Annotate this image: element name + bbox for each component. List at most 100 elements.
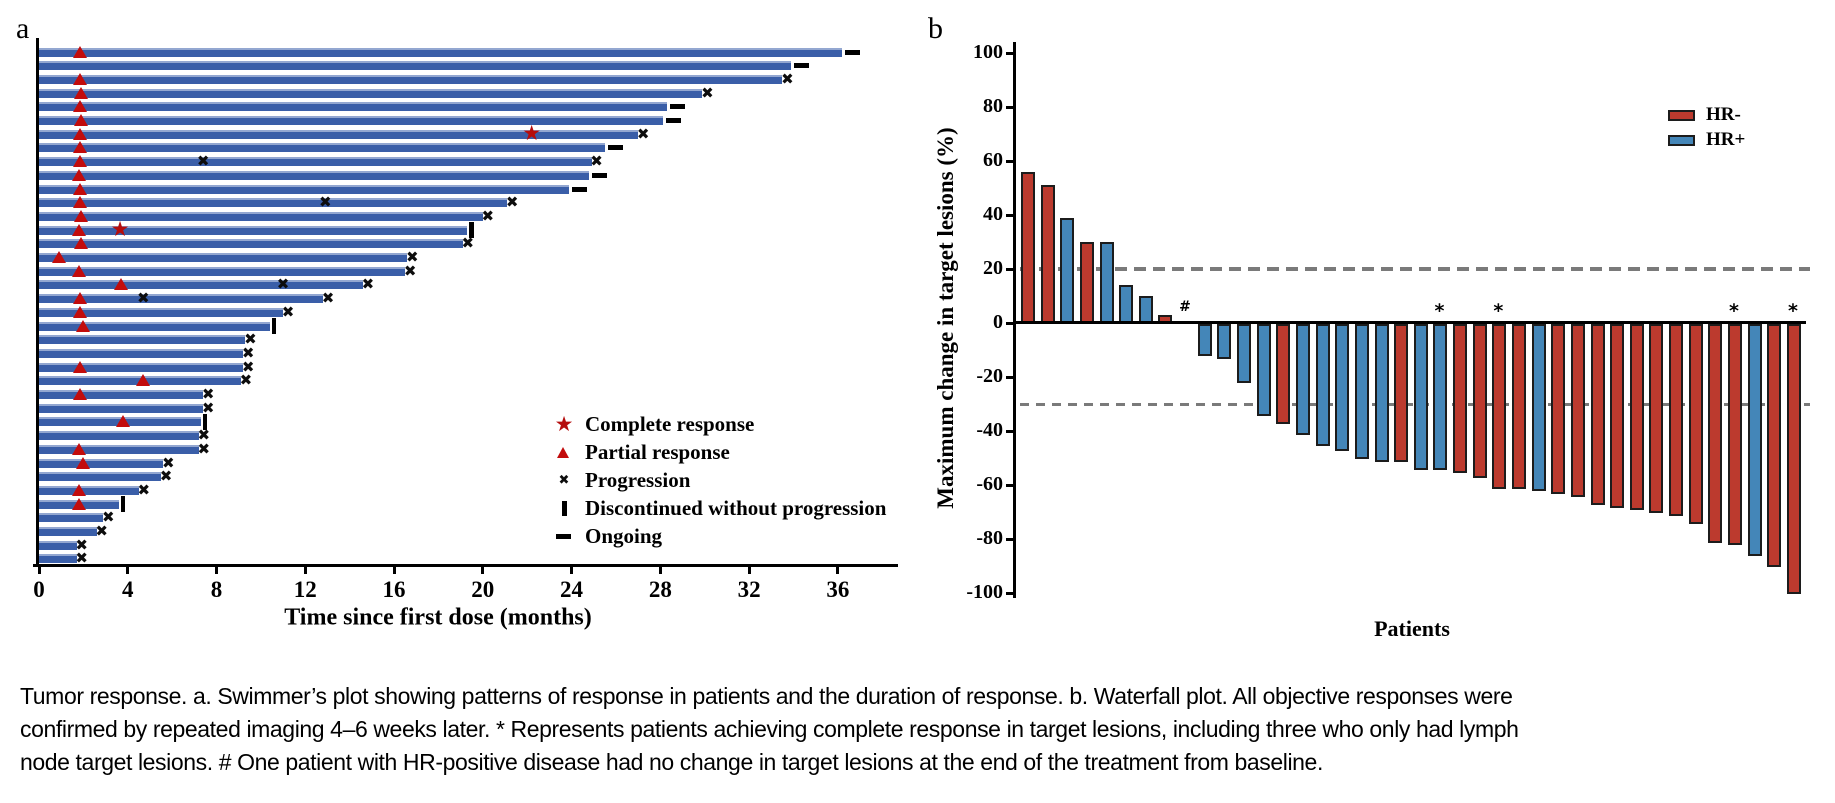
progression-x-marker: ✖ bbox=[636, 124, 650, 143]
complete-response-asterisk-marker: * bbox=[1493, 300, 1504, 322]
partial-response-triangle-marker bbox=[136, 374, 151, 387]
progression-x-marker: ✖ bbox=[461, 234, 475, 253]
swimmer-x-axis-tick-label: 20 bbox=[471, 577, 495, 602]
swimmer-bar bbox=[39, 390, 204, 399]
ongoing-dash-marker bbox=[794, 63, 810, 69]
waterfall-legend-label: HR- bbox=[1706, 104, 1741, 125]
progression-x-marker: ✖ bbox=[75, 549, 88, 568]
waterfall-bar bbox=[1570, 324, 1585, 497]
waterfall-bar bbox=[1688, 324, 1703, 524]
waterfall-y-axis-tick-label: 100 bbox=[973, 41, 1003, 63]
waterfall-y-axis-tick-label: 80 bbox=[983, 95, 1003, 117]
swimmer-x-axis-tick-label: 4 bbox=[122, 577, 134, 602]
progression-x-marker: ✖ bbox=[201, 385, 215, 403]
swimmer-bar bbox=[39, 444, 199, 454]
ongoing-dash-marker bbox=[592, 172, 608, 178]
partial-response-triangle-marker bbox=[73, 155, 88, 168]
caption-line-2: confirmed by repeated imaging 4–6 weeks … bbox=[20, 716, 1519, 742]
progression-x-marker: ✖ bbox=[361, 275, 375, 294]
waterfall-bar bbox=[1295, 324, 1310, 435]
waterfall-zero-line bbox=[1013, 321, 1806, 324]
swimmer-bar bbox=[39, 554, 77, 564]
swimmer-x-axis-tick-label: 0 bbox=[33, 577, 45, 602]
waterfall-bar bbox=[1237, 324, 1252, 384]
waterfall-bar bbox=[1708, 324, 1723, 543]
ongoing-dash-marker bbox=[572, 186, 588, 192]
swimmer-x-axis-title: Time since first dose (months) bbox=[284, 604, 592, 631]
swimmer-bar bbox=[39, 170, 590, 180]
swimmer-y-axis-line bbox=[36, 38, 39, 567]
swimmer-x-axis-tick-label: 16 bbox=[382, 577, 406, 602]
waterfall-y-axis-tick bbox=[1006, 267, 1014, 271]
swimmer-legend-label: Complete response bbox=[585, 412, 755, 436]
partial-response-triangle-marker bbox=[71, 223, 86, 236]
swimmer-bar bbox=[39, 527, 97, 536]
ongoing-dash-marker bbox=[845, 49, 861, 55]
progression-x-marker: ✖ bbox=[201, 398, 215, 417]
swimmer-bar bbox=[39, 225, 468, 235]
complete-response-asterisk-marker: * bbox=[1787, 300, 1798, 322]
discontinued-pipe-marker bbox=[202, 413, 208, 430]
waterfall-bar bbox=[1453, 324, 1468, 473]
waterfall-y-axis-tick bbox=[1006, 321, 1014, 325]
partial-response-triangle-marker bbox=[74, 209, 89, 222]
waterfall-y-axis-line bbox=[1013, 42, 1016, 598]
legend-swatch-hr bbox=[1668, 110, 1695, 121]
progression-x-marker: ✖ bbox=[161, 453, 175, 472]
caption-line-3: node target lesions. # One patient with … bbox=[20, 749, 1323, 775]
swimmer-bar bbox=[39, 472, 162, 482]
partial-response-triangle-marker bbox=[71, 483, 86, 496]
partial-response-triangle-marker bbox=[71, 264, 86, 277]
waterfall-bar bbox=[1276, 324, 1291, 424]
partial-response-triangle-marker bbox=[76, 456, 91, 469]
swimmer-bar bbox=[39, 540, 77, 550]
swimmer-x-axis-line bbox=[33, 564, 898, 567]
waterfall-bar bbox=[1079, 242, 1094, 323]
swimmer-x-axis-tick bbox=[215, 565, 219, 574]
swimmer-bar bbox=[39, 431, 199, 441]
waterfall-bar bbox=[1433, 324, 1448, 470]
waterfall-bar bbox=[1394, 324, 1409, 462]
partial-response-triangle-marker bbox=[73, 196, 88, 209]
swimmer-x-axis-tick bbox=[570, 565, 574, 574]
discontinued-legend-icon bbox=[562, 501, 567, 516]
swimmer-x-axis-tick bbox=[658, 565, 662, 574]
waterfall-bar bbox=[1747, 324, 1762, 557]
partial-response-triangle-marker bbox=[73, 45, 88, 58]
waterfall-bar bbox=[1492, 324, 1507, 489]
progression-x-marker: ✖ bbox=[321, 289, 335, 308]
swimmer-bar bbox=[39, 307, 284, 317]
waterfall-bar bbox=[1217, 324, 1232, 360]
waterfall-bar bbox=[1669, 324, 1684, 516]
waterfall-y-axis-tick-label: 20 bbox=[983, 257, 1003, 279]
progression-x-marker: ✖ bbox=[196, 152, 210, 171]
progression-x-marker: ✖ bbox=[197, 439, 211, 458]
swimmer-legend-label: Progression bbox=[585, 468, 691, 492]
progression-x-marker: ✖ bbox=[505, 193, 519, 212]
partial-response-triangle-marker bbox=[71, 497, 86, 510]
waterfall-bar bbox=[1512, 324, 1526, 489]
swimmer-x-axis-tick-label: 8 bbox=[210, 577, 223, 602]
progression-x-marker: ✖ bbox=[318, 193, 332, 212]
waterfall-bar bbox=[1610, 324, 1625, 508]
waterfall-bar bbox=[1590, 324, 1605, 505]
progression-x-marker: ✖ bbox=[403, 261, 417, 280]
swimmer-bar bbox=[39, 403, 204, 413]
swimmer-legend-label: Ongoing bbox=[585, 524, 663, 548]
progression-x-marker: ✖ bbox=[701, 83, 714, 102]
complete-response-star-marker: ★ bbox=[522, 121, 542, 146]
partial-response-triangle-marker bbox=[114, 278, 129, 291]
partial-response-triangle-marker bbox=[74, 114, 89, 126]
waterfall-y-axis-tick bbox=[1006, 51, 1014, 55]
discontinued-pipe-marker bbox=[120, 496, 126, 513]
progression-x-marker: ✖ bbox=[75, 535, 88, 554]
waterfall-bar bbox=[1629, 324, 1644, 511]
swimmer-bar bbox=[39, 294, 324, 304]
waterfall-bar bbox=[1119, 285, 1134, 323]
swimmer-bar bbox=[39, 280, 363, 290]
waterfall-y-axis-tick bbox=[1006, 159, 1014, 163]
waterfall-bar bbox=[1413, 324, 1428, 470]
partial-response-triangle-marker bbox=[74, 237, 89, 250]
waterfall-bar bbox=[1649, 324, 1664, 513]
no-change-hash-marker: # bbox=[1179, 299, 1191, 315]
